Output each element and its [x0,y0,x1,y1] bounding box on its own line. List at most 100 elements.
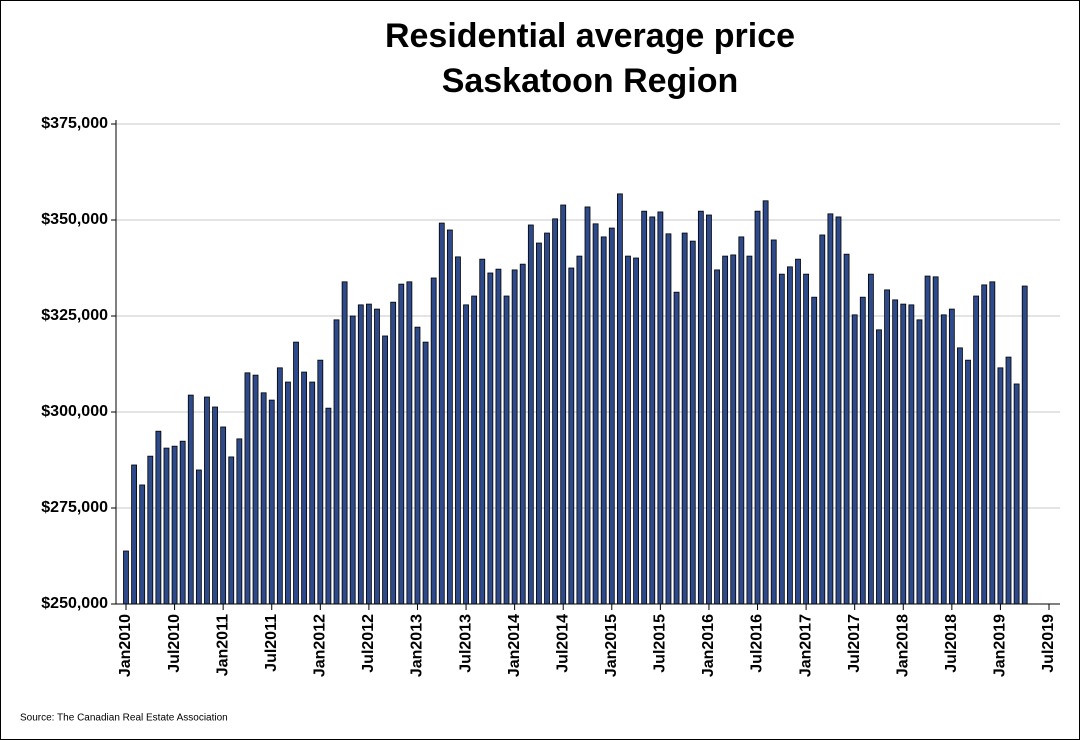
bar [293,341,299,605]
chart-title: Residential average price [385,17,795,55]
bar [657,211,664,605]
bar [851,314,858,605]
bar [649,216,656,605]
bar [762,200,769,605]
bar [252,374,259,605]
bar [600,236,607,605]
bar [940,314,947,605]
bar [859,296,866,605]
y-tick-label: $275,000 [41,499,108,516]
bar [131,464,137,605]
bar [867,273,874,605]
x-tick-label: Jul2014 [554,614,571,673]
bar [212,406,218,605]
bar [665,233,672,605]
x-tick-label: Jul2017 [846,614,863,673]
bar [916,319,923,605]
bar [795,258,801,605]
bar [876,329,882,605]
bar [560,204,567,605]
bar [973,295,980,605]
bar [155,430,162,605]
bar [163,447,170,605]
bar [147,455,154,605]
bar [924,275,931,605]
bar [406,281,413,605]
bar [811,296,818,605]
bar [244,372,251,605]
x-tick-label: Jul2013 [457,614,474,673]
bar [625,255,631,605]
bar [268,399,275,605]
bar [365,303,372,605]
bar [536,242,542,605]
bar [584,206,591,605]
bar [1005,356,1012,605]
bar [778,273,785,605]
bar [884,289,890,605]
bar [803,273,810,605]
bar [592,223,599,605]
y-tick-label: $375,000 [41,115,108,132]
chart-subtitle: Saskatoon Region [442,62,739,100]
x-tick-label: Jul2016 [749,614,766,673]
bar [908,304,915,605]
bar [957,347,963,605]
x-tick-label: Jul2011 [263,614,280,672]
bar [374,308,380,605]
bar [770,239,777,605]
bar [422,341,429,605]
bar [714,269,720,605]
bar [390,301,397,605]
bar [446,229,453,605]
bar [171,445,178,605]
bar [503,295,510,605]
bar [341,281,348,605]
bar [892,299,899,605]
x-tick-label: Jan2019 [992,614,1009,677]
x-tick-label: Jan2018 [894,614,911,677]
bar [900,303,907,605]
bar [722,255,729,605]
bar [948,308,955,605]
bar [479,258,486,605]
bar [754,210,761,605]
y-tick-label: $250,000 [41,595,108,612]
x-tick-label: Jan2011 [214,614,231,676]
bar [965,359,971,605]
bar [495,268,502,605]
x-tick-label: Jul2015 [652,614,669,673]
bar [204,396,210,605]
bar [552,218,559,605]
bar [608,227,615,605]
bar [236,438,243,605]
bar [843,253,850,605]
x-tick-label: Jan2012 [312,614,329,677]
bar [997,367,1004,605]
x-tick-label: Jul2012 [360,614,377,673]
bar [220,426,227,605]
bar [576,255,583,605]
x-tick-label: Jan2013 [409,614,426,677]
bar [989,281,996,605]
x-tick-label: Jan2015 [603,614,620,677]
bar [430,277,437,605]
bar [398,283,405,605]
bar [706,214,712,605]
y-tick-label: $300,000 [41,403,108,420]
bar [738,236,745,605]
bar [511,269,518,605]
bar [179,440,186,605]
bar [819,234,826,605]
bar [187,394,194,605]
bar [301,371,308,605]
bar [382,335,388,605]
bar [471,295,478,605]
bar [349,315,356,605]
y-tick-label: $350,000 [41,211,108,228]
bar [519,263,526,605]
x-tick-label: Jul2018 [943,614,960,673]
bar [681,232,688,605]
x-tick-label: Jan2010 [117,614,134,677]
